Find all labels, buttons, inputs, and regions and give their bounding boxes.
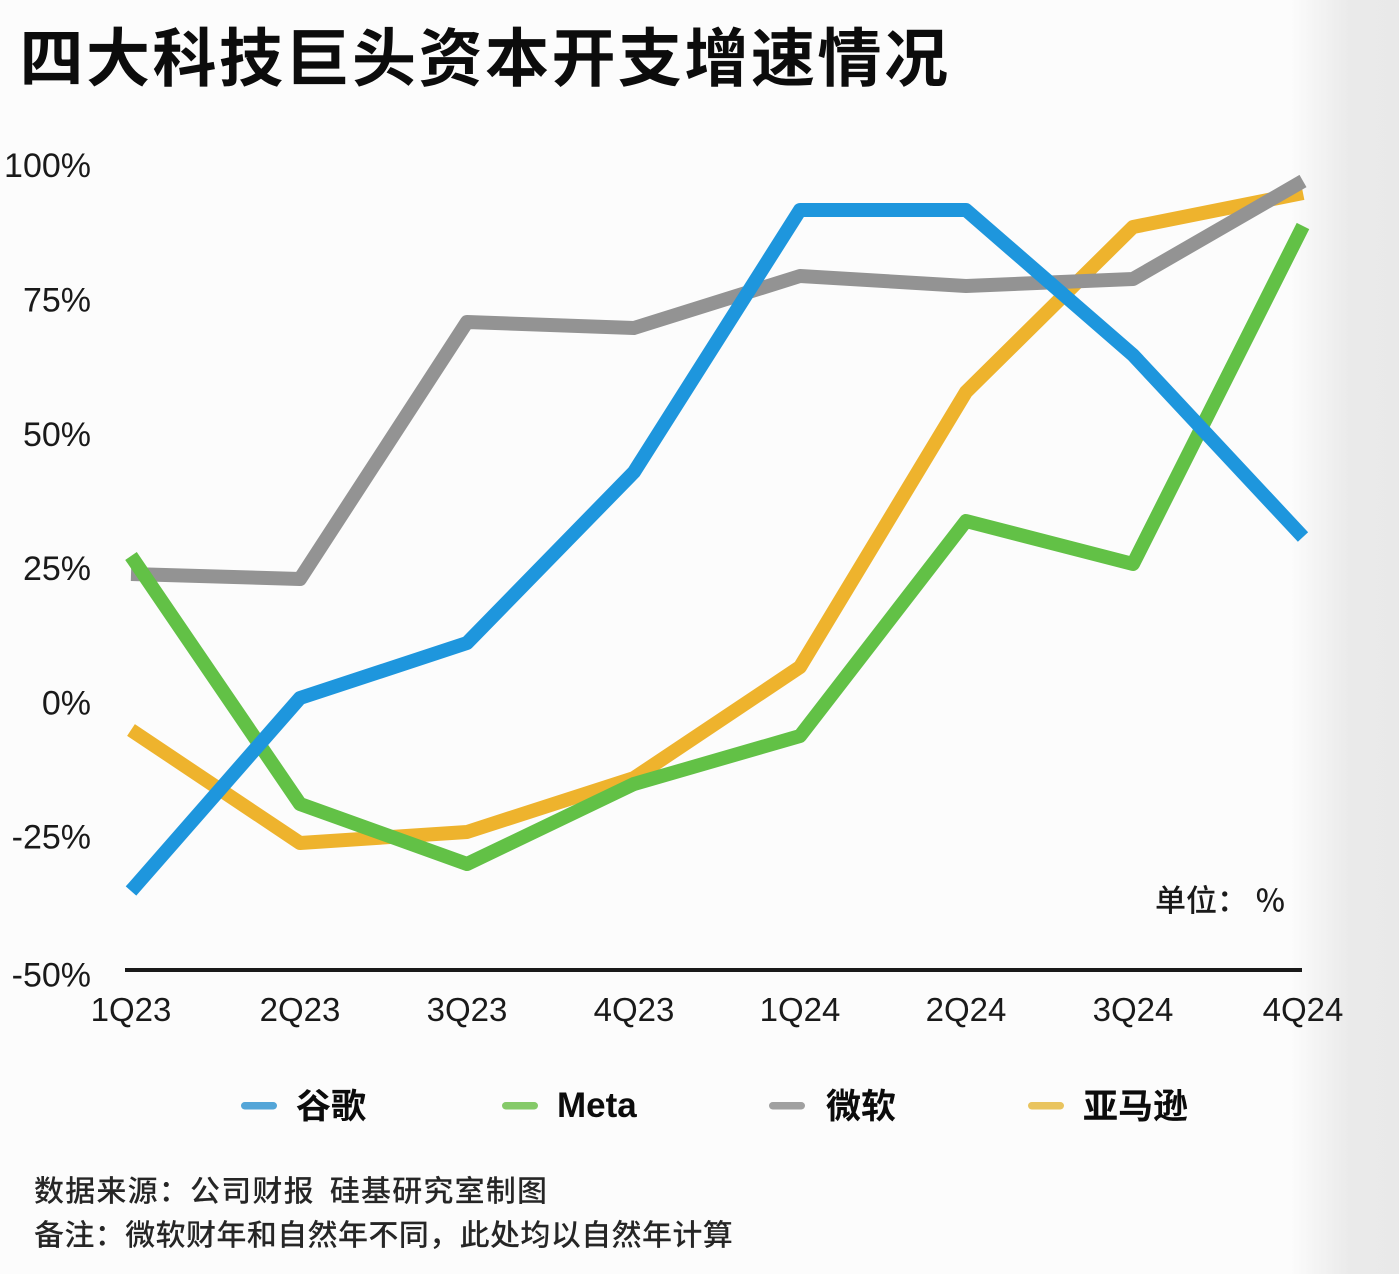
svg-text:2Q24: 2Q24	[926, 991, 1007, 1028]
svg-text:-50%: -50%	[12, 957, 91, 995]
svg-text:75%: 75%	[23, 282, 91, 320]
svg-text:3Q24: 3Q24	[1093, 991, 1174, 1028]
svg-text:3Q23: 3Q23	[427, 991, 508, 1028]
svg-text:4Q24: 4Q24	[1263, 991, 1344, 1028]
svg-text:2Q23: 2Q23	[260, 991, 341, 1028]
svg-text:25%: 25%	[23, 550, 91, 588]
svg-text:1Q24: 1Q24	[760, 991, 841, 1028]
svg-text:-25%: -25%	[12, 819, 91, 857]
svg-text:0%: 0%	[42, 684, 91, 722]
svg-text:100%: 100%	[4, 147, 91, 185]
svg-text:4Q23: 4Q23	[594, 991, 675, 1028]
svg-text:Meta: Meta	[557, 1086, 637, 1125]
svg-text:50%: 50%	[23, 416, 91, 454]
svg-text:1Q23: 1Q23	[91, 991, 172, 1028]
